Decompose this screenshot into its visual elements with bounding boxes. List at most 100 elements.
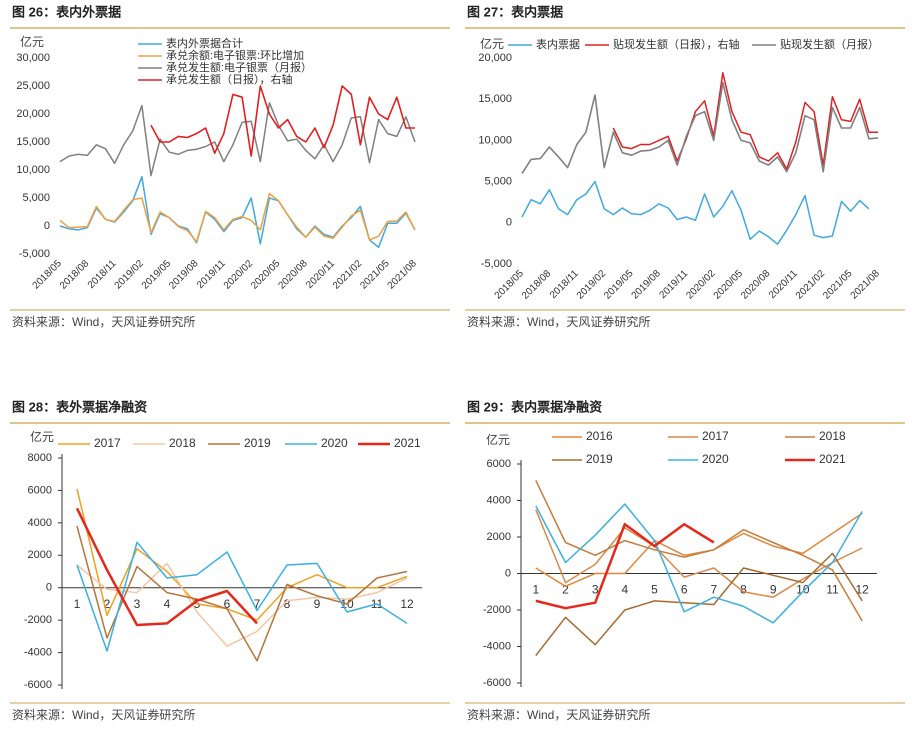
x-tick-label: 2021/05 [821, 268, 855, 302]
x-tick-label: 2019/08 [167, 258, 201, 292]
x-tick-label: 2019/02 [113, 258, 147, 292]
legend-label: 表内票据 [536, 37, 580, 51]
x-tick-label: 3 [134, 597, 141, 611]
x-tick-label: 2020/02 [684, 268, 718, 302]
y-tick-label: 5,000 [22, 192, 50, 204]
x-tick-label: 2020/02 [222, 258, 256, 292]
figure-title: 图 26：表内外票据 [12, 4, 121, 19]
x-tick-label: 2 [104, 597, 111, 611]
y-tick-label: -2000 [24, 614, 52, 626]
y-tick-label: -5,000 [481, 258, 512, 270]
series-line [59, 192, 416, 243]
x-tick-label: 2019/05 [602, 268, 636, 302]
x-tick-label: 2021/08 [849, 268, 883, 302]
x-tick-label: 12 [855, 583, 869, 597]
y-tick-label: 5,000 [484, 176, 512, 188]
legend-label: 2016 [586, 429, 613, 443]
y-tick-label: 6000 [487, 458, 511, 470]
legend-label: 贴现发生额（日报），右轴 [613, 37, 740, 51]
x-tick-label: 11 [826, 583, 839, 597]
y-tick-label: 15,000 [478, 93, 512, 105]
y-tick-label: 2000 [28, 549, 52, 561]
y-unit: 亿元 [480, 36, 504, 51]
y-tick-label: -4000 [24, 646, 52, 658]
y-tick-label: -6000 [24, 679, 52, 691]
y-tick-label: 0 [506, 217, 512, 229]
x-tick-label: 8 [740, 583, 747, 597]
series-line [535, 509, 863, 598]
legend-label: 2017 [94, 436, 121, 450]
legend-label: 承兑发生额:电子银票（月报） [166, 60, 312, 74]
x-tick-label: 2021/08 [386, 258, 420, 292]
x-tick-label: 12 [400, 597, 414, 611]
series-line [76, 541, 408, 652]
y-tick-label: 4000 [487, 494, 511, 506]
legend-label: 2020 [321, 436, 348, 450]
y-tick-label: 0 [505, 567, 511, 579]
series-line [535, 480, 863, 622]
legend-label: 承兑余额:电子银票:环比增加 [166, 48, 304, 62]
series-line [521, 180, 870, 245]
y-tick-label: 30,000 [16, 52, 50, 64]
series-line [535, 512, 863, 588]
x-tick-label: 2019/02 [575, 268, 609, 302]
y-tick-label: 10,000 [16, 164, 50, 176]
x-tick-label: 7 [710, 583, 717, 597]
x-tick-label: 2018/05 [31, 258, 65, 292]
y-tick-label: 10,000 [478, 134, 512, 146]
x-tick-label: 9 [314, 597, 321, 611]
y-tick-label: 8000 [28, 452, 52, 464]
figure-title: 图 27：表内票据 [467, 4, 563, 19]
y-tick-label: 20,000 [16, 108, 50, 120]
legend-label: 2019 [586, 452, 613, 466]
legend-label: 2021 [819, 452, 846, 466]
y-tick-label: 2000 [487, 531, 511, 543]
series-line [75, 507, 258, 627]
x-tick-label: 2019/05 [140, 258, 174, 292]
figure-title: 图 28：表外票据净融资 [12, 399, 147, 414]
y-tick-label: 25,000 [16, 80, 50, 92]
series-line [76, 562, 408, 647]
y-tick-label: -6000 [483, 677, 511, 689]
x-tick-label: 2020/05 [249, 258, 283, 292]
x-tick-label: 1 [532, 583, 539, 597]
x-tick-label: 7 [254, 597, 261, 611]
source: 资料来源：Wind，天风证券研究所 [12, 707, 195, 722]
series-line [521, 81, 879, 174]
x-tick-label: 2019/08 [630, 268, 664, 302]
x-tick-label: 2 [562, 583, 569, 597]
x-tick-label: 1 [74, 597, 81, 611]
legend-label: 贴现发生额（月报） [780, 37, 879, 51]
x-tick-label: 9 [770, 583, 777, 597]
x-tick-label: 2020/05 [712, 268, 746, 302]
x-tick-label: 4 [164, 597, 171, 611]
x-tick-label: 8 [284, 597, 291, 611]
legend-label: 2020 [702, 452, 729, 466]
y-tick-label: 20,000 [478, 52, 512, 64]
source: 资料来源：Wind，天风证券研究所 [467, 707, 650, 722]
y-tick-label: 0 [46, 582, 52, 594]
y-tick-label: 4000 [28, 517, 52, 529]
legend-label: 表内外票据合计 [166, 36, 243, 50]
x-tick-label: 2021/02 [794, 268, 828, 302]
legend-label: 2019 [244, 436, 271, 450]
series-line [76, 525, 408, 662]
series-line [535, 503, 863, 624]
x-tick-label: 5 [651, 583, 658, 597]
x-tick-label: 4 [621, 583, 628, 597]
x-tick-label: 3 [592, 583, 599, 597]
x-tick-label: 2020/08 [739, 268, 773, 302]
x-tick-label: 6 [224, 597, 231, 611]
source: 资料来源：Wind，天风证券研究所 [12, 314, 195, 329]
y-tick-label: -2000 [483, 604, 511, 616]
series-line [612, 72, 878, 170]
x-tick-label: 2021/02 [331, 258, 365, 292]
legend-label: 2017 [702, 429, 729, 443]
legend-label: 2018 [819, 429, 846, 443]
y-unit: 亿元 [486, 432, 510, 447]
y-unit: 亿元 [30, 429, 54, 444]
x-tick-label: 2018/05 [493, 268, 527, 302]
x-tick-label: 2018/08 [520, 268, 554, 302]
legend-label: 2021 [394, 436, 421, 450]
